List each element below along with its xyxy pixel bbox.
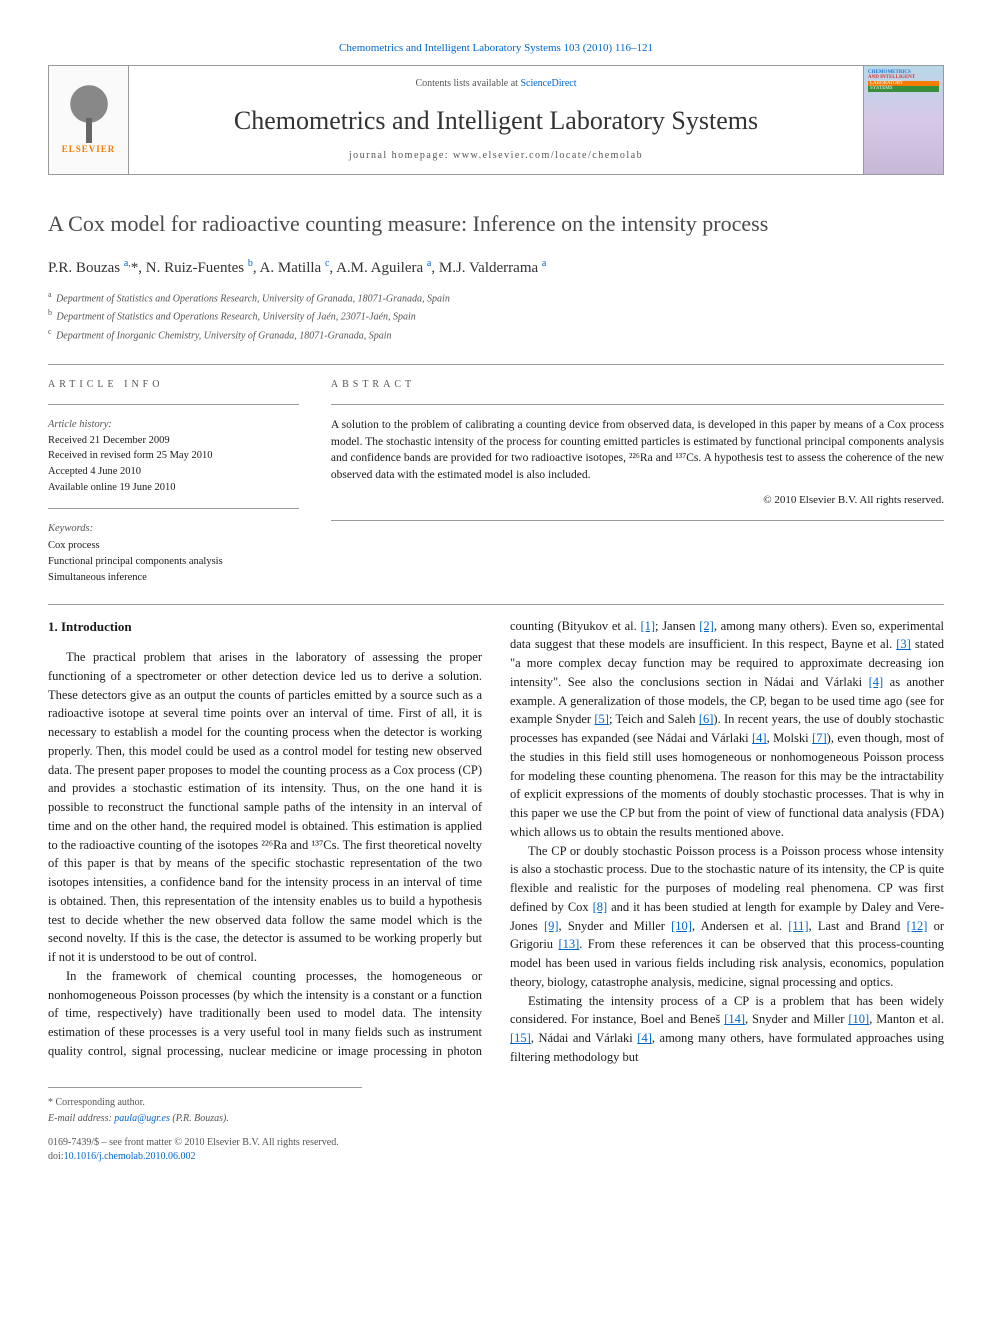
journal-homepage: journal homepage: www.elsevier.com/locat… [349, 148, 643, 163]
email-suffix: (P.R. Bouzas). [172, 1113, 228, 1124]
elsevier-text: ELSEVIER [62, 143, 116, 157]
divider [48, 508, 299, 509]
paragraph: The CP or doubly stochastic Poisson proc… [510, 842, 944, 992]
article-info-column: ARTICLE INFO Article history: Received 2… [48, 377, 299, 586]
authors: P.R. Bouzas a,*, N. Ruiz-Fuentes b, A. M… [48, 256, 944, 280]
abstract-copyright: © 2010 Elsevier B.V. All rights reserved… [331, 492, 944, 509]
elsevier-tree-icon [64, 83, 114, 143]
paragraph: Estimating the intensity process of a CP… [510, 992, 944, 1067]
ref-link[interactable]: [5] [594, 712, 609, 726]
ref-link[interactable]: [8] [593, 900, 608, 914]
ref-link[interactable]: [4] [637, 1031, 652, 1045]
keyword: Cox process [48, 538, 299, 554]
contents-prefix: Contents lists available at [415, 78, 520, 89]
divider [48, 364, 944, 365]
abstract-heading: ABSTRACT [331, 377, 944, 392]
footer-divider [48, 1087, 362, 1088]
ref-link[interactable]: [14] [724, 1012, 745, 1026]
paragraph: The practical problem that arises in the… [48, 648, 482, 967]
ref-link[interactable]: [12] [907, 919, 928, 933]
affiliation-a: a Department of Statistics and Operation… [48, 289, 944, 307]
ref-link[interactable]: [4] [869, 675, 884, 689]
ref-link[interactable]: [10] [848, 1012, 869, 1026]
email-line: E-mail address: paula@ugr.es (P.R. Bouza… [48, 1112, 944, 1126]
history-label: Article history: [48, 417, 299, 433]
section-title-intro: 1. Introduction [48, 617, 482, 637]
contents-line: Contents lists available at ScienceDirec… [415, 76, 576, 91]
doi-line: doi:10.1016/j.chemolab.2010.06.002 [48, 1150, 944, 1164]
divider [331, 520, 944, 521]
history-item: Received in revised form 25 May 2010 [48, 448, 299, 464]
affiliation-c: c Department of Inorganic Chemistry, Uni… [48, 326, 944, 344]
ref-link[interactable]: [2] [699, 619, 714, 633]
elsevier-logo: ELSEVIER [49, 66, 129, 174]
abstract-column: ABSTRACT A solution to the problem of ca… [331, 377, 944, 586]
email-link[interactable]: paula@ugr.es [114, 1113, 170, 1124]
article-history: Article history: Received 21 December 20… [48, 417, 299, 496]
ref-link[interactable]: [13] [558, 937, 579, 951]
corresponding-author: * Corresponding author. [48, 1096, 944, 1110]
journal-cover-thumb: CHEMOMETRICS AND INTELLIGENT LABORATORY … [863, 66, 943, 174]
journal-title: Chemometrics and Intelligent Laboratory … [234, 101, 758, 140]
affiliations: a Department of Statistics and Operation… [48, 289, 944, 344]
ref-link[interactable]: [1] [640, 619, 655, 633]
journal-header: ELSEVIER Contents lists available at Sci… [48, 65, 944, 175]
doi-link[interactable]: 10.1016/j.chemolab.2010.06.002 [64, 1151, 196, 1162]
ref-link[interactable]: [15] [510, 1031, 531, 1045]
header-center: Contents lists available at ScienceDirec… [129, 66, 863, 174]
divider [331, 404, 944, 405]
ref-link[interactable]: [11] [788, 919, 808, 933]
ref-link[interactable]: [4] [752, 731, 767, 745]
article-info-heading: ARTICLE INFO [48, 377, 299, 392]
body-text: 1. Introduction The practical problem th… [48, 617, 944, 1067]
ref-link[interactable]: [3] [896, 637, 911, 651]
ref-link[interactable]: [6] [699, 712, 714, 726]
history-item: Accepted 4 June 2010 [48, 464, 299, 480]
footer: * Corresponding author. E-mail address: … [48, 1087, 944, 1164]
abstract-text: A solution to the problem of calibrating… [331, 417, 944, 484]
ref-link[interactable]: [9] [544, 919, 559, 933]
history-item: Received 21 December 2009 [48, 433, 299, 449]
keyword: Functional principal components analysis [48, 554, 299, 570]
keywords-list: Cox process Functional principal compone… [48, 538, 299, 585]
ref-link[interactable]: [10] [671, 919, 692, 933]
ref-link[interactable]: [7] [812, 731, 827, 745]
divider [48, 404, 299, 405]
sciencedirect-link[interactable]: ScienceDirect [520, 78, 576, 89]
journal-reference: Chemometrics and Intelligent Laboratory … [48, 40, 944, 57]
front-matter-copyright: 0169-7439/$ – see front matter © 2010 El… [48, 1136, 944, 1150]
cover-line-4: SYSTEMS [868, 86, 939, 92]
article-title: A Cox model for radioactive counting mea… [48, 207, 944, 240]
keyword: Simultaneous inference [48, 570, 299, 586]
keywords-label: Keywords: [48, 521, 299, 537]
email-label: E-mail address: [48, 1113, 112, 1124]
divider [48, 604, 944, 605]
history-item: Available online 19 June 2010 [48, 480, 299, 496]
affiliation-b: b Department of Statistics and Operation… [48, 307, 944, 325]
